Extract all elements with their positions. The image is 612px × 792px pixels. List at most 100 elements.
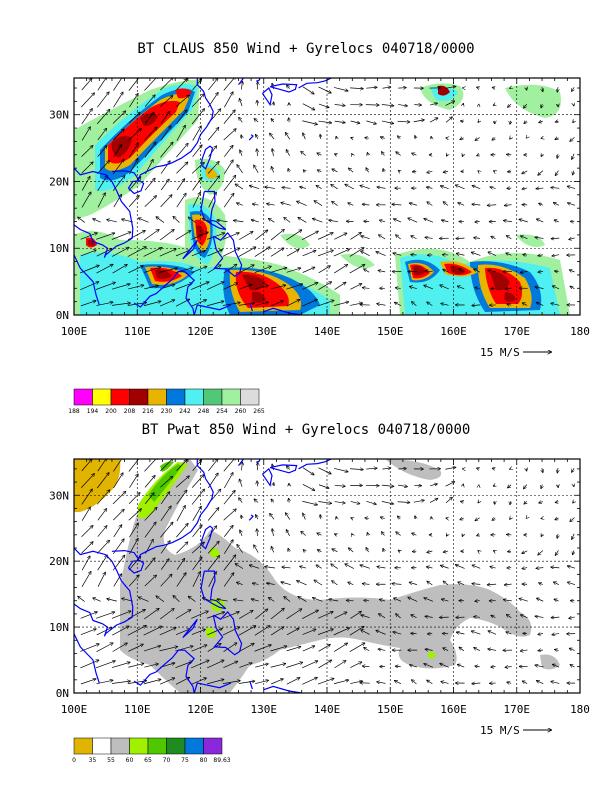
wind-vector <box>376 682 386 684</box>
wind-vector <box>223 661 238 669</box>
wind-vector <box>427 171 433 173</box>
wind-vector <box>538 121 543 123</box>
legend-swatch <box>110 737 130 755</box>
wind-vector <box>555 518 559 521</box>
wind-vector <box>331 564 338 569</box>
wind-vector <box>159 646 178 652</box>
wind-vector <box>550 187 560 188</box>
wind-vector <box>299 187 307 189</box>
wind-vector <box>378 614 386 619</box>
legend-label: 230 <box>161 408 173 415</box>
wind-vector <box>254 645 272 652</box>
wind-vector <box>520 615 528 619</box>
wind-vector <box>318 86 332 93</box>
wind-vector <box>378 235 386 240</box>
wind-vector <box>472 584 481 585</box>
wind-vector <box>301 609 319 619</box>
wind-vector <box>350 661 362 668</box>
wind-vector <box>455 565 465 569</box>
wind-vector <box>487 649 497 651</box>
wind-vector <box>393 253 402 256</box>
coastline <box>255 78 261 82</box>
wind-vector <box>192 192 201 208</box>
wind-vector <box>127 230 146 241</box>
wind-vector <box>349 264 365 274</box>
wind-vector <box>411 301 417 306</box>
wind-vector <box>395 613 401 619</box>
wind-vector <box>207 176 220 191</box>
wind-vector <box>349 626 364 636</box>
lon-tick-label: 170E <box>504 703 531 716</box>
wind-vector <box>457 286 465 290</box>
wind-vector <box>176 78 188 91</box>
wind-vector <box>411 153 417 155</box>
wind-vector <box>223 175 236 191</box>
wind-vector <box>552 664 560 668</box>
coastline <box>262 87 273 107</box>
wind-vector <box>572 170 573 175</box>
wind-vector <box>175 609 191 620</box>
wind-vector <box>159 678 175 685</box>
wind-vector <box>409 203 417 206</box>
lon-tick-label: 100E <box>61 703 88 716</box>
lon-tick-label: 150E <box>377 703 404 716</box>
wind-vector <box>314 580 323 586</box>
wind-vector <box>471 683 481 684</box>
wind-vector <box>81 176 90 191</box>
wind-vector <box>535 237 544 238</box>
wind-vector <box>383 168 384 173</box>
wind-vector <box>302 282 318 290</box>
wind-vector <box>408 597 418 602</box>
wind-vector <box>471 305 481 306</box>
wind-vector <box>328 220 339 222</box>
wind-vector <box>254 514 258 520</box>
wind-vector <box>364 518 369 519</box>
wind-vector <box>362 204 370 205</box>
coastline <box>193 304 232 315</box>
legend-label: 208 <box>124 408 136 415</box>
wind-vector <box>316 185 322 190</box>
wind-vector <box>113 473 123 489</box>
wind-vector <box>334 485 346 486</box>
wind-vector <box>442 268 449 273</box>
wind-vector <box>143 247 163 257</box>
wind-vector <box>475 517 480 521</box>
legend-swatch <box>92 388 112 406</box>
coastline <box>182 239 198 260</box>
coastline <box>249 680 253 690</box>
wind-vector <box>208 525 217 537</box>
wind-vector <box>473 238 480 239</box>
wind-vector <box>112 626 129 636</box>
wind-vector <box>553 581 559 586</box>
legend-swatch <box>147 737 167 755</box>
wind-vector <box>207 628 222 636</box>
wind-vector <box>128 195 139 207</box>
wind-vector <box>270 229 285 241</box>
wind-vector <box>269 513 275 520</box>
wind-vector <box>536 302 544 306</box>
wind-vector <box>239 663 252 668</box>
wind-vector <box>156 217 165 223</box>
wind-vector <box>317 550 322 552</box>
coastline <box>269 83 298 93</box>
wind-vector <box>334 534 337 535</box>
wind-vector <box>333 680 349 685</box>
wind-vector <box>350 518 352 519</box>
wind-vector <box>376 630 386 635</box>
wind-vector <box>333 302 349 306</box>
wind-vector <box>317 629 334 635</box>
coastline <box>212 610 243 656</box>
wind-vector <box>129 93 138 108</box>
wind-vector <box>333 628 350 636</box>
wind-vector <box>191 629 206 635</box>
wind-vector <box>524 501 527 504</box>
wind-vector <box>443 171 449 172</box>
wind-vector <box>96 612 115 619</box>
coastline <box>262 467 273 487</box>
wind-vector <box>270 663 286 668</box>
wind-vector <box>551 617 560 618</box>
wind-vector <box>251 599 259 601</box>
lat-tick-label: 30N <box>49 109 69 122</box>
wind-vector <box>175 230 191 241</box>
wind-vector <box>286 299 300 307</box>
